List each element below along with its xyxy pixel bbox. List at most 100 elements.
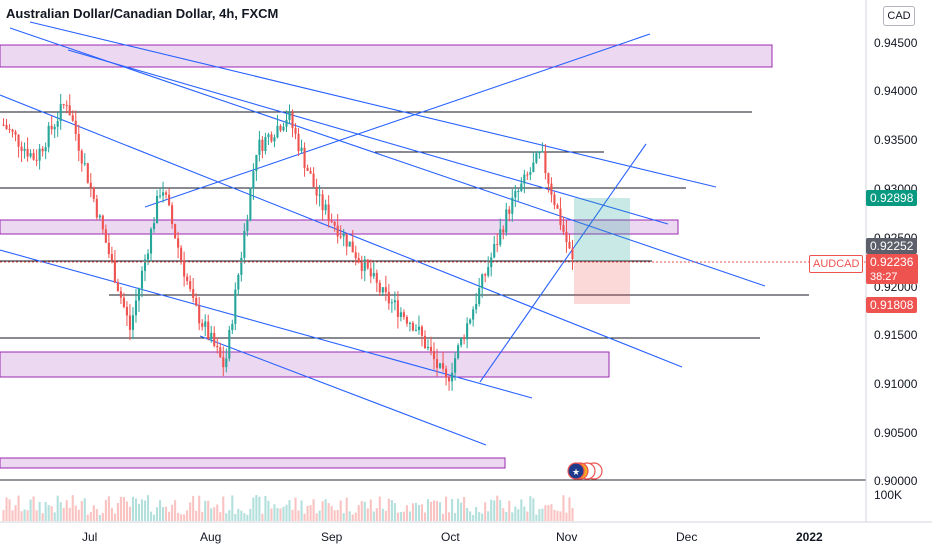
symbol-label: AUDCAD bbox=[809, 255, 864, 273]
candle-body bbox=[243, 230, 246, 258]
volume-bar bbox=[155, 507, 159, 521]
economic-events-icon[interactable]: ★ bbox=[567, 462, 603, 480]
volume-bar bbox=[101, 512, 104, 521]
volume-bar bbox=[300, 500, 303, 521]
candle-body bbox=[378, 282, 381, 293]
volume-bar bbox=[550, 504, 553, 521]
volume-bar bbox=[432, 500, 436, 521]
candle-body bbox=[158, 195, 162, 197]
volume-bar bbox=[11, 510, 14, 521]
price-axis[interactable]: 0.94500 0.94000 0.93500 0.93000 0.92500 … bbox=[874, 36, 918, 502]
candle-body bbox=[74, 120, 77, 134]
candle-body bbox=[303, 147, 306, 168]
volume-bar bbox=[378, 496, 381, 521]
stop-price-tag: 0.91808 bbox=[866, 297, 918, 313]
candle-body bbox=[26, 148, 29, 157]
candle-body bbox=[457, 345, 460, 359]
candle-body bbox=[249, 188, 252, 221]
volume-bar bbox=[333, 510, 336, 521]
zone-bottom bbox=[0, 457, 506, 469]
candle-body bbox=[255, 154, 258, 172]
candle-body bbox=[189, 280, 192, 290]
volume-bar bbox=[237, 508, 240, 521]
volume-bar bbox=[201, 511, 204, 521]
volume-bar bbox=[146, 495, 150, 521]
volume-bar bbox=[348, 511, 351, 521]
volume-bar bbox=[119, 496, 122, 521]
horizontal-levels[interactable] bbox=[0, 111, 809, 339]
candle-body bbox=[571, 248, 574, 260]
volume-bar bbox=[41, 513, 44, 521]
price-tick: 0.91000 bbox=[874, 377, 918, 391]
candle-body bbox=[261, 139, 264, 152]
volume-bar bbox=[71, 495, 74, 521]
candle-body bbox=[149, 229, 153, 254]
position-target-area bbox=[574, 198, 630, 261]
volume-bar bbox=[62, 507, 65, 521]
volume-bar bbox=[553, 509, 556, 521]
volume-bar bbox=[508, 500, 511, 521]
candle-body bbox=[65, 105, 68, 107]
candle-body bbox=[306, 167, 309, 172]
volume-bar bbox=[231, 495, 234, 521]
volume-bar bbox=[80, 501, 83, 521]
volume-bar bbox=[107, 496, 110, 521]
volume-bar bbox=[354, 512, 357, 521]
long-position-tool[interactable] bbox=[574, 198, 630, 304]
time-tick: 2022 bbox=[796, 530, 823, 544]
candle-body bbox=[155, 195, 159, 224]
candle-body bbox=[405, 316, 408, 324]
bar-countdown: 38:27 bbox=[870, 271, 898, 283]
volume-bar bbox=[312, 499, 315, 521]
volume-bar bbox=[408, 511, 411, 521]
volume-bar bbox=[309, 505, 312, 521]
price-tick: 0.90500 bbox=[874, 426, 918, 440]
candle-body bbox=[152, 223, 156, 230]
volume-bar bbox=[282, 506, 285, 521]
candle-body bbox=[420, 326, 424, 336]
candle-body bbox=[297, 133, 300, 152]
volume-bar bbox=[50, 506, 53, 521]
currency-button[interactable]: CAD bbox=[883, 6, 915, 26]
candle-body bbox=[177, 238, 180, 248]
volume-bar bbox=[279, 508, 282, 521]
candle-body bbox=[174, 223, 177, 239]
volume-bar bbox=[345, 497, 348, 521]
volume-bar bbox=[183, 514, 186, 521]
volume-bar bbox=[186, 510, 189, 521]
candle-body bbox=[324, 204, 327, 211]
candle-body bbox=[396, 300, 399, 317]
candlestick-series[interactable] bbox=[2, 93, 574, 391]
candle-body bbox=[393, 300, 396, 303]
volume-bar bbox=[372, 511, 375, 521]
candle-body bbox=[273, 137, 276, 142]
candle-body bbox=[35, 159, 38, 161]
volume-bar bbox=[213, 507, 216, 521]
candle-body bbox=[98, 215, 101, 218]
candle-body bbox=[252, 171, 255, 189]
volume-bar bbox=[438, 502, 442, 521]
candle-body bbox=[122, 297, 125, 307]
volume-bar bbox=[158, 500, 162, 521]
volume-bar bbox=[475, 506, 478, 521]
volume-bar bbox=[243, 513, 246, 521]
volume-bar bbox=[571, 508, 574, 521]
candle-body bbox=[95, 198, 98, 218]
volume-bar bbox=[487, 511, 490, 521]
candle-body bbox=[432, 351, 436, 360]
candle-body bbox=[384, 287, 387, 293]
zone-mid bbox=[0, 219, 679, 235]
volume-bar bbox=[210, 508, 213, 521]
candle-body bbox=[80, 150, 83, 164]
candle-body bbox=[288, 112, 291, 120]
trendline-6 bbox=[199, 335, 487, 446]
supply-demand-zones[interactable] bbox=[0, 44, 773, 469]
candle-body bbox=[565, 231, 568, 243]
volume-bar bbox=[195, 510, 198, 521]
candle-body bbox=[162, 192, 165, 196]
time-axis[interactable]: Jul Aug Sep Oct Nov Dec 2022 bbox=[82, 530, 823, 544]
volume-bar bbox=[192, 496, 195, 521]
candle-body bbox=[438, 363, 442, 368]
candle-body bbox=[183, 260, 186, 277]
